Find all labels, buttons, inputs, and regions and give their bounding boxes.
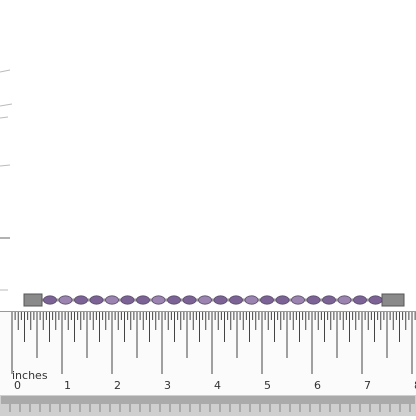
ruler-number: 4 [214,379,221,392]
gem [43,295,57,305]
gem [213,295,228,305]
gem [244,295,259,305]
gem [136,295,150,305]
gem [322,295,336,305]
gem [167,295,181,305]
ruler-number: 8 [414,379,416,392]
gem [353,295,367,305]
gem [275,295,290,305]
ruler-number: 5 [264,379,271,392]
ruler-number: 6 [314,379,321,392]
gem [89,295,104,305]
gem [260,295,274,305]
gem [74,295,88,305]
gem [337,295,352,305]
gem [229,295,243,305]
unit-label: inches [12,369,48,382]
ruler-number: 7 [364,379,371,392]
gem [151,295,166,305]
ruler-number: 2 [114,379,121,392]
bracelet [23,293,405,307]
gem [291,295,305,305]
ruler-number: 1 [64,379,71,392]
ruler-number: 3 [164,379,171,392]
gem [120,295,135,305]
gem [182,295,197,305]
gem [105,295,119,305]
gem [198,295,212,305]
ruler-number: 0 [14,379,21,392]
ruler-numbers: 0 1 2 3 4 5 6 7 8 [14,379,416,392]
gem [306,295,321,305]
gem [368,295,383,305]
edge-marks [0,69,13,291]
ruler-ticks [1,312,416,412]
gem [58,295,73,305]
